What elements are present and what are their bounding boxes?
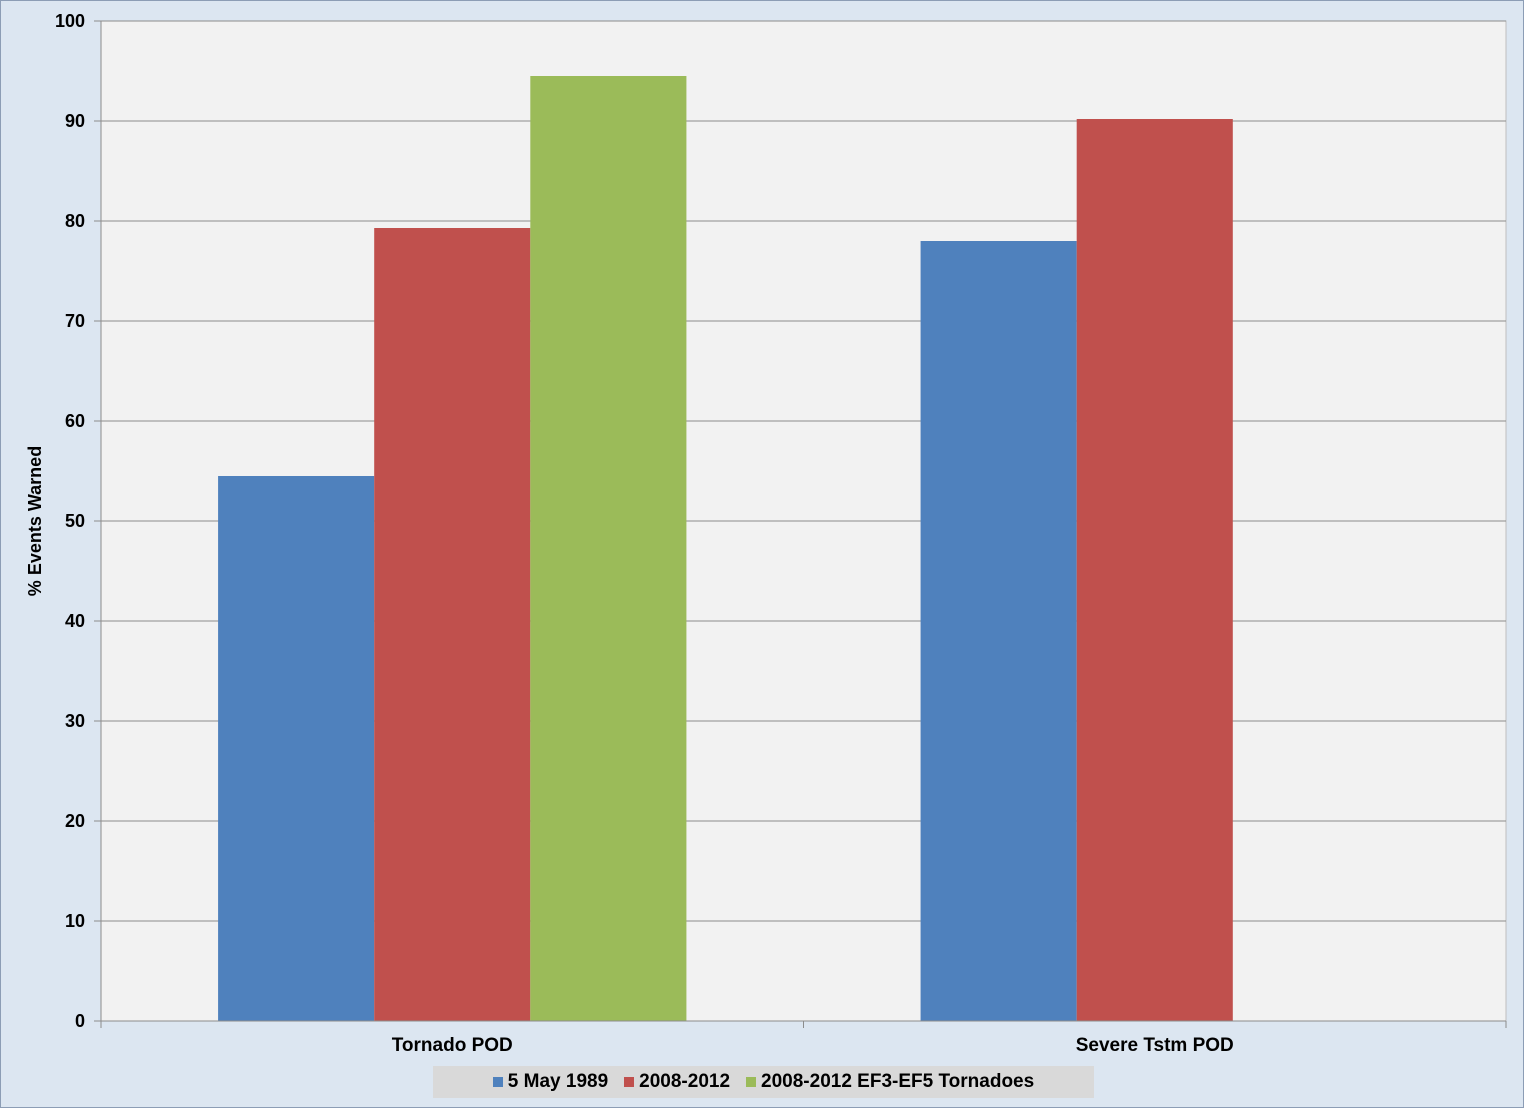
bars xyxy=(218,76,1233,1021)
bar xyxy=(218,476,375,1021)
y-tick-label: 70 xyxy=(65,311,85,331)
y-tick-label: 20 xyxy=(65,811,85,831)
bar xyxy=(920,241,1077,1021)
bar xyxy=(530,76,687,1021)
legend: 5 May 1989 2008-2012 2008-2012 EF3-EF5 T… xyxy=(433,1066,1094,1098)
legend-swatch xyxy=(746,1077,757,1087)
bar xyxy=(374,228,531,1021)
y-tick-label: 30 xyxy=(65,711,85,731)
y-tick-label: 80 xyxy=(65,211,85,231)
legend-label: 2008-2012 xyxy=(639,1071,731,1092)
y-tick-label: 90 xyxy=(65,111,85,131)
x-category-label: Severe Tstm POD xyxy=(1076,1035,1234,1056)
y-tick-label: 100 xyxy=(55,11,85,31)
x-category-label: Tornado POD xyxy=(392,1035,513,1056)
legend-swatch xyxy=(624,1077,635,1087)
axes: 0 10 20 30 40 50 60 70 80 90 100 Tornado POD Severe … xyxy=(55,11,1507,1056)
legend-label: 2008-2012 EF3-EF5 Tornadoes xyxy=(761,1071,1035,1092)
legend-item-5-may-1989: 5 May 1989 xyxy=(492,1071,609,1093)
y-tick-label: 10 xyxy=(65,911,85,931)
y-axis-title: % Events Warned xyxy=(25,446,45,596)
legend-item-ef3-ef5-tornadoes: 2008-2012 EF3-EF5 Tornadoes xyxy=(746,1071,1034,1093)
legend-swatch xyxy=(492,1077,503,1087)
legend-label: 5 May 1989 xyxy=(507,1071,609,1092)
y-tick-label: 50 xyxy=(65,511,85,531)
bar xyxy=(1076,119,1233,1021)
y-tick-label: 60 xyxy=(65,411,85,431)
y-tick-label: 0 xyxy=(75,1011,85,1031)
y-tick-label: 40 xyxy=(65,611,85,631)
legend-item-2008-2012: 2008-2012 xyxy=(624,1071,730,1093)
